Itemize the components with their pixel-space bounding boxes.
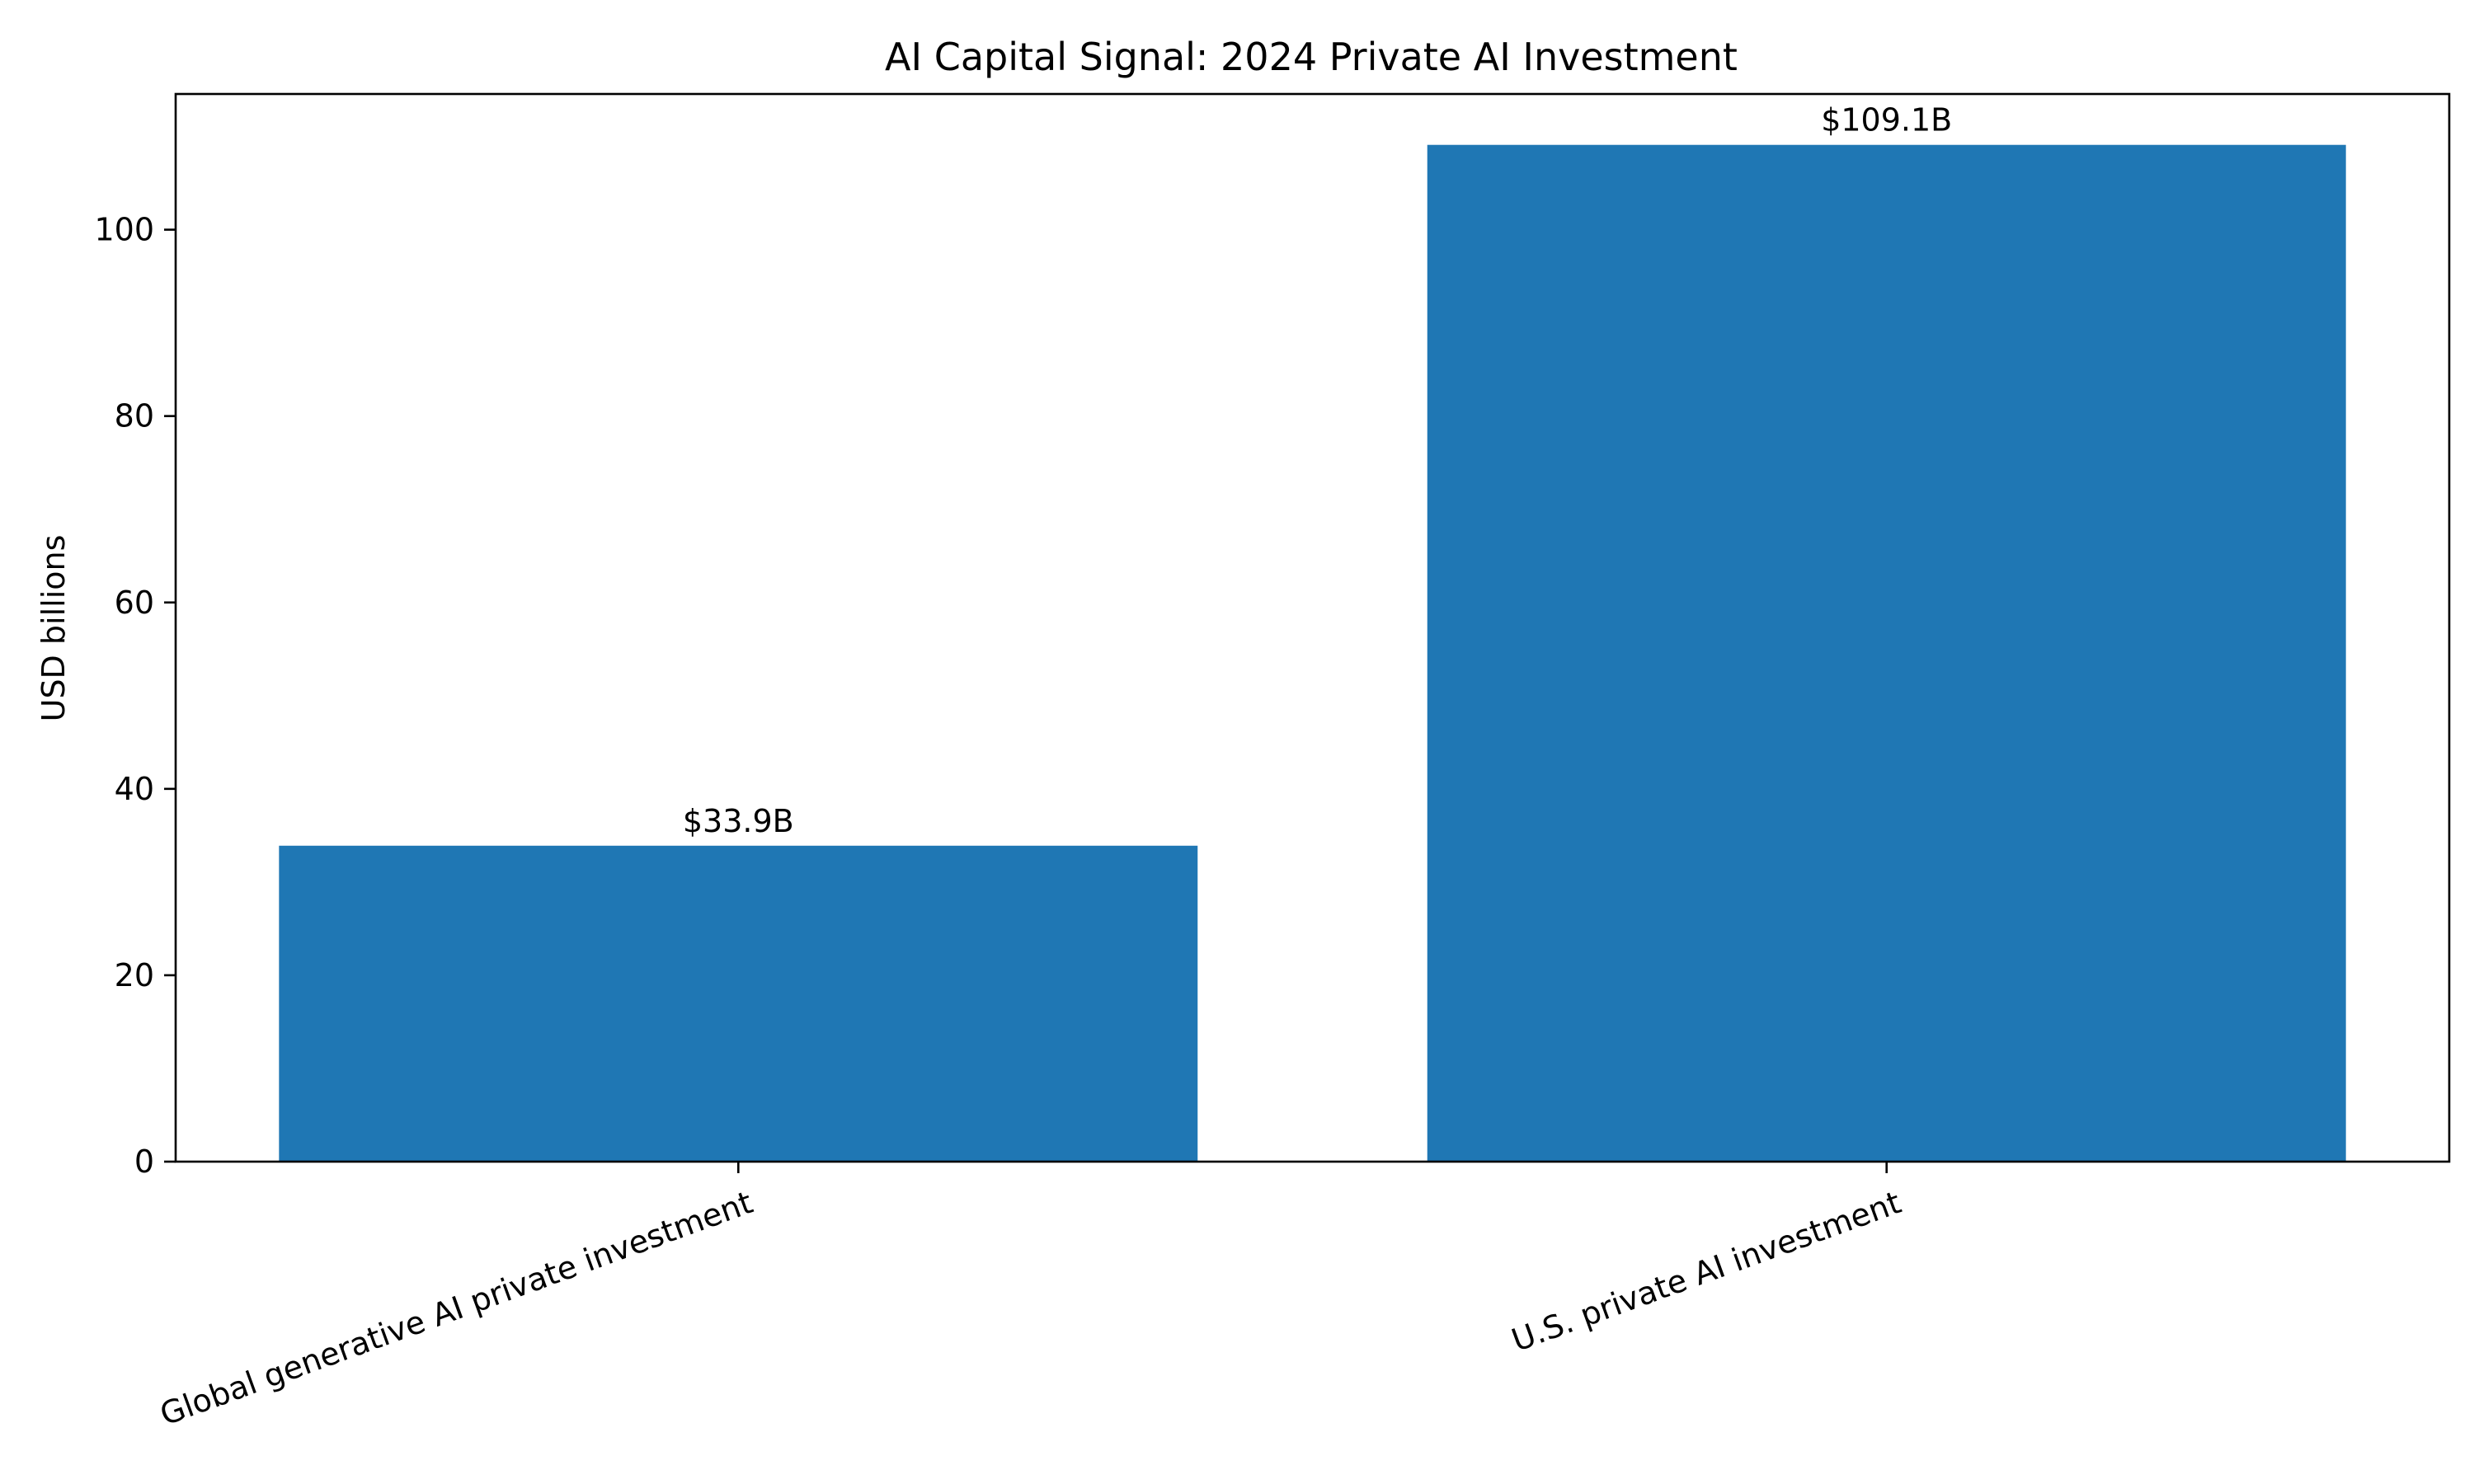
data-label-1: $33.9B xyxy=(683,803,794,839)
y-axis-label: USD billions xyxy=(35,535,72,722)
y-tick-label: 20 xyxy=(115,957,154,993)
data-labels-layer: $33.9B $109.1B xyxy=(683,102,1952,839)
bars-layer xyxy=(279,144,2346,1162)
x-axis: Global generative AI private investment U… xyxy=(155,1162,1906,1433)
y-tick-label: 40 xyxy=(115,771,154,807)
x-tick-label: U.S. private AI investment xyxy=(1507,1184,1905,1359)
y-axis: 0 20 40 60 80 100 xyxy=(94,212,176,1180)
y-tick-label: 60 xyxy=(115,585,154,621)
y-tick-label: 100 xyxy=(94,212,154,248)
bar-2 xyxy=(1427,144,2346,1162)
x-tick-label: Global generative AI private investment xyxy=(155,1184,757,1433)
chart-title: AI Capital Signal: 2024 Private AI Inves… xyxy=(885,35,1738,79)
bar-1 xyxy=(279,845,1198,1162)
y-tick-label: 80 xyxy=(115,398,154,434)
y-tick-label: 0 xyxy=(134,1144,154,1180)
plot-frame xyxy=(174,92,2451,1163)
data-label-2: $109.1B xyxy=(1821,102,1952,139)
